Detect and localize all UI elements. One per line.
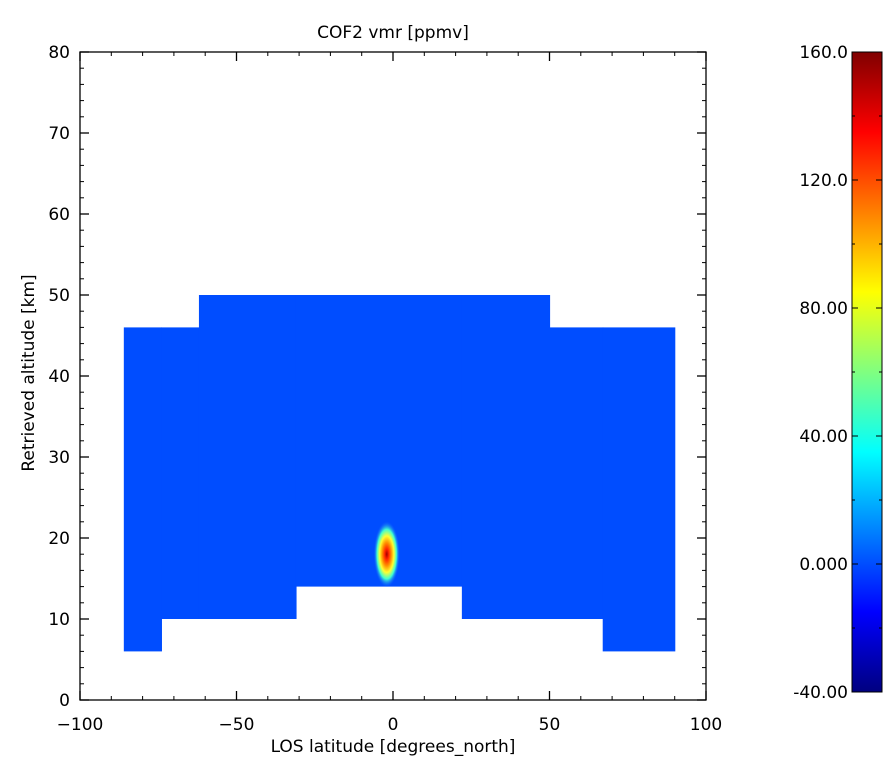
y-tick-label: 0: [59, 691, 70, 711]
y-tick-label: 40: [48, 367, 70, 387]
hotspot-peak: [373, 521, 400, 588]
data-cell-column: [602, 327, 676, 652]
data-region: [123, 295, 676, 652]
x-tick-label: 100: [690, 715, 722, 735]
x-tick-label: −100: [57, 715, 104, 735]
y-tick-label: 50: [48, 286, 70, 306]
data-cell-column: [123, 327, 162, 652]
y-tick-label: 30: [48, 448, 70, 468]
colorbar-tick-label: 40.00: [799, 427, 848, 447]
y-tick-label: 60: [48, 205, 70, 225]
y-tick-label: 80: [48, 43, 70, 63]
colorbar: -40.00 0.000 40.00 80.00 120.0 160.0: [793, 43, 883, 703]
y-tick-label: 20: [48, 529, 70, 549]
axes: −100 −50 0 50 100 0 10 20 30 40 50 60 70 80: [48, 43, 722, 735]
x-axis-label: LOS latitude [degrees_north]: [271, 737, 516, 757]
data-cell-column: [549, 327, 604, 619]
y-tick-label: 70: [48, 124, 70, 144]
x-tick-label: 50: [539, 715, 561, 735]
y-tick-label: 10: [48, 610, 70, 630]
data-cell-column: [161, 327, 200, 619]
colorbar-gradient: [851, 51, 883, 693]
data-cell-column: [461, 295, 551, 619]
hotspot-layer: [373, 521, 400, 588]
colorbar-tick-label: 160.0: [799, 43, 848, 63]
colorbar-tick-label: 80.00: [799, 299, 848, 319]
y-axis-label: Retrieved altitude [km]: [19, 274, 39, 471]
data-cell-column: [198, 295, 297, 619]
colorbar-tick-label: 120.0: [799, 171, 848, 191]
x-tick-label: −50: [219, 715, 255, 735]
colorbar-tick-label: 0.000: [799, 555, 848, 575]
colorbar-tick-label: -40.00: [793, 683, 848, 703]
x-tick-label: 0: [388, 715, 399, 735]
chart-title: COF2 vmr [ppmv]: [317, 23, 469, 43]
